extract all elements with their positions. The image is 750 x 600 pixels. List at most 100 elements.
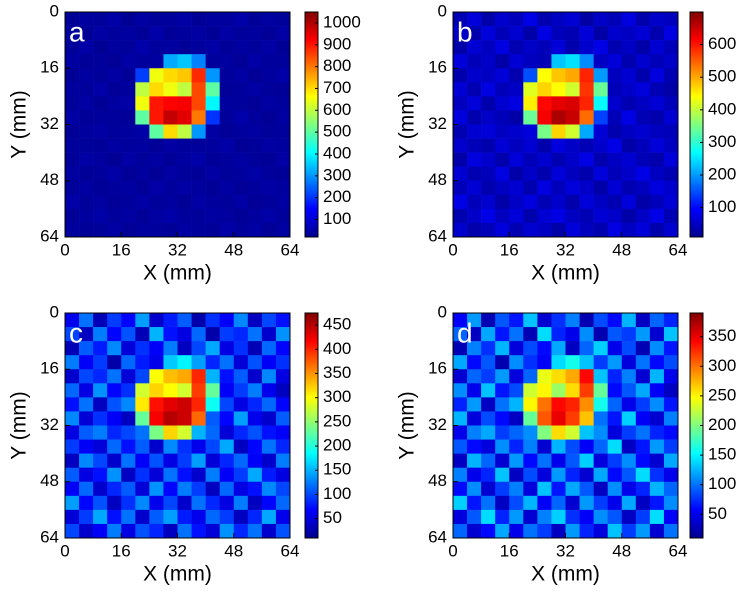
heat-cell <box>247 383 263 398</box>
heat-cell <box>537 96 552 111</box>
heat-cell <box>453 481 468 497</box>
heat-cell <box>149 194 164 210</box>
heat-cell <box>121 327 136 342</box>
heat-cell <box>121 12 136 27</box>
heat-cell <box>205 341 220 356</box>
heat-cell <box>149 439 164 454</box>
heat-cell <box>275 194 291 210</box>
colorbar-tick-label: 200 <box>323 436 351 455</box>
heat-cell <box>551 327 566 342</box>
heat-cell <box>523 467 538 483</box>
heat-cell <box>93 495 108 511</box>
heat-cell <box>537 124 552 139</box>
heat-cell <box>205 12 220 27</box>
heat-cell <box>607 355 623 370</box>
heat-cell <box>467 110 482 125</box>
x-axis-title: X (mm) <box>143 563 212 586</box>
heat-cell <box>481 397 496 412</box>
heat-cell <box>621 96 637 111</box>
heat-cell <box>79 194 94 210</box>
y-tick-label: 48 <box>428 170 447 189</box>
heat-cell <box>579 495 594 511</box>
heat-cell <box>177 12 192 27</box>
heat-cell <box>275 383 291 398</box>
heat-cell <box>233 341 249 356</box>
heat-cell <box>481 495 496 511</box>
heat-cell <box>635 327 651 342</box>
heat-cell <box>205 439 220 454</box>
heat-cell <box>523 453 538 468</box>
heat-cell <box>495 383 510 398</box>
heat-cell <box>79 208 94 224</box>
heat-cell <box>635 341 651 356</box>
heat-cell <box>467 397 482 412</box>
heat-cell <box>107 495 122 511</box>
heat-cell <box>135 425 150 440</box>
heat-cell <box>177 467 192 483</box>
heat-cell <box>163 495 178 511</box>
heat-cell <box>233 54 249 69</box>
heat-cell <box>219 82 235 97</box>
heat-cell <box>523 138 538 153</box>
heat-cell <box>149 40 164 55</box>
heat-cell <box>121 68 136 83</box>
heat-cell <box>135 96 150 111</box>
heat-cell <box>593 369 608 384</box>
y-tick-label: 64 <box>40 527 59 546</box>
heat-cell <box>121 313 136 328</box>
heat-cell <box>191 383 206 398</box>
y-axis-title: Y (mm) <box>396 391 419 459</box>
heat-cell <box>261 425 277 440</box>
heat-cell <box>467 439 482 454</box>
heat-cell <box>219 495 235 511</box>
heat-cell <box>275 180 291 196</box>
heat-cell <box>261 152 277 167</box>
heat-cell <box>275 425 291 440</box>
colorbar-tick-label: 400 <box>708 99 736 118</box>
heat-cell <box>65 397 80 412</box>
heat-cell <box>621 411 637 426</box>
y-tick-label: 32 <box>428 114 447 133</box>
heat-cell <box>233 523 249 539</box>
heat-cell <box>481 467 496 483</box>
heat-cell <box>509 152 524 167</box>
heat-cell <box>551 208 566 224</box>
colorbar-tick-label: 600 <box>323 100 351 119</box>
heat-cell <box>537 425 552 440</box>
heat-cell <box>93 397 108 412</box>
heat-cell <box>121 40 136 55</box>
heat-cell <box>523 26 538 41</box>
heat-cell <box>275 166 291 182</box>
heat-cell <box>565 68 580 83</box>
heat-cell <box>607 481 623 497</box>
heat-cell <box>649 523 665 539</box>
heat-cell <box>65 425 80 440</box>
heat-cell <box>607 495 623 511</box>
heat-cell <box>537 208 552 224</box>
heat-cell <box>537 439 552 454</box>
heat-cell <box>93 180 108 196</box>
heat-cell <box>579 68 594 83</box>
y-tick-label: 64 <box>428 226 447 245</box>
heat-cell <box>663 82 679 97</box>
colorbar-tick-label: 150 <box>708 445 736 464</box>
heat-cell <box>523 411 538 426</box>
heat-cell <box>219 124 235 139</box>
heat-cell <box>607 439 623 454</box>
heat-cell <box>149 180 164 196</box>
heat-cell <box>205 152 220 167</box>
heat-cell <box>247 439 263 454</box>
heat-cell <box>275 369 291 384</box>
heat-cell <box>495 138 510 153</box>
heat-cell <box>65 54 80 69</box>
heat-cell <box>149 383 164 398</box>
heat-cell <box>93 509 108 525</box>
heat-cell <box>523 523 538 539</box>
heat-cell <box>177 495 192 511</box>
heat-cell <box>107 425 122 440</box>
heat-cell <box>593 96 608 111</box>
heat-cell <box>495 425 510 440</box>
heat-cell <box>205 166 220 182</box>
heat-cell <box>593 509 608 525</box>
heat-cell <box>537 194 552 210</box>
